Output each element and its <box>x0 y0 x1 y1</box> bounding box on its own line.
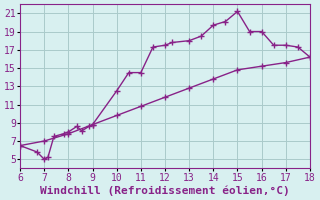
X-axis label: Windchill (Refroidissement éolien,°C): Windchill (Refroidissement éolien,°C) <box>40 185 290 196</box>
